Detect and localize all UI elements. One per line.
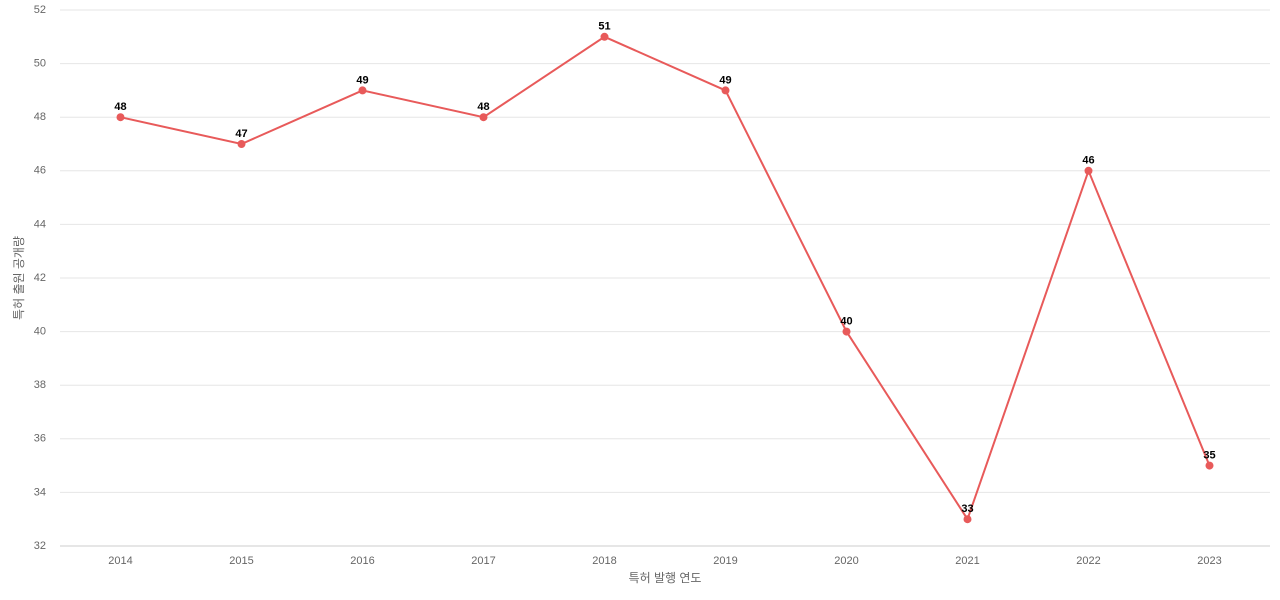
data-label: 49 (356, 74, 368, 86)
line (120, 35, 1211, 522)
x-tick-label: 2016 (350, 555, 374, 567)
point (237, 140, 246, 148)
data-label: 49 (719, 74, 731, 86)
point (1084, 166, 1093, 175)
y-tick-label: 52 (34, 4, 46, 16)
point (842, 327, 851, 336)
point (721, 86, 730, 95)
data-label: 33 (961, 503, 973, 515)
x-tick-label: 2019 (713, 555, 737, 567)
x-tick-label: 2018 (592, 555, 616, 567)
data-label: 48 (477, 101, 489, 113)
data-label: 35 (1203, 450, 1215, 462)
data-label: 40 (840, 316, 852, 328)
data-label: 46 (1082, 155, 1094, 167)
y-tick-label: 46 (34, 165, 46, 177)
y-tick-label: 42 (34, 272, 46, 284)
y-tick-label: 50 (34, 58, 46, 70)
y-tick-label: 38 (34, 379, 46, 391)
y-tick-label: 44 (34, 218, 46, 230)
y-tick-label: 36 (34, 433, 46, 445)
y-tick-label: 34 (34, 486, 46, 498)
point (963, 515, 972, 524)
x-tick-label: 2017 (471, 555, 495, 567)
x-tick-label: 2023 (1197, 555, 1221, 567)
x-axis-title: 특허 발행 연도 (629, 570, 702, 585)
point (479, 113, 488, 122)
y-axis-title: 특허 출원 공개량 (12, 236, 26, 320)
point (1205, 461, 1214, 470)
point (116, 113, 125, 122)
x-tick-label: 2015 (229, 555, 253, 567)
point (600, 32, 609, 41)
x-tick-label: 2021 (955, 555, 979, 567)
x-tick-label: 2014 (108, 555, 132, 567)
x-tick-label: 2020 (834, 555, 858, 567)
data-label: 48 (114, 101, 126, 113)
y-tick-label: 40 (34, 326, 46, 338)
y-tick-label: 48 (34, 111, 46, 123)
data-label: 51 (598, 21, 610, 33)
y-tick-label: 32 (34, 540, 46, 552)
x-tick-label: 2022 (1076, 555, 1100, 567)
data-label: 47 (235, 128, 247, 140)
point (358, 86, 367, 95)
